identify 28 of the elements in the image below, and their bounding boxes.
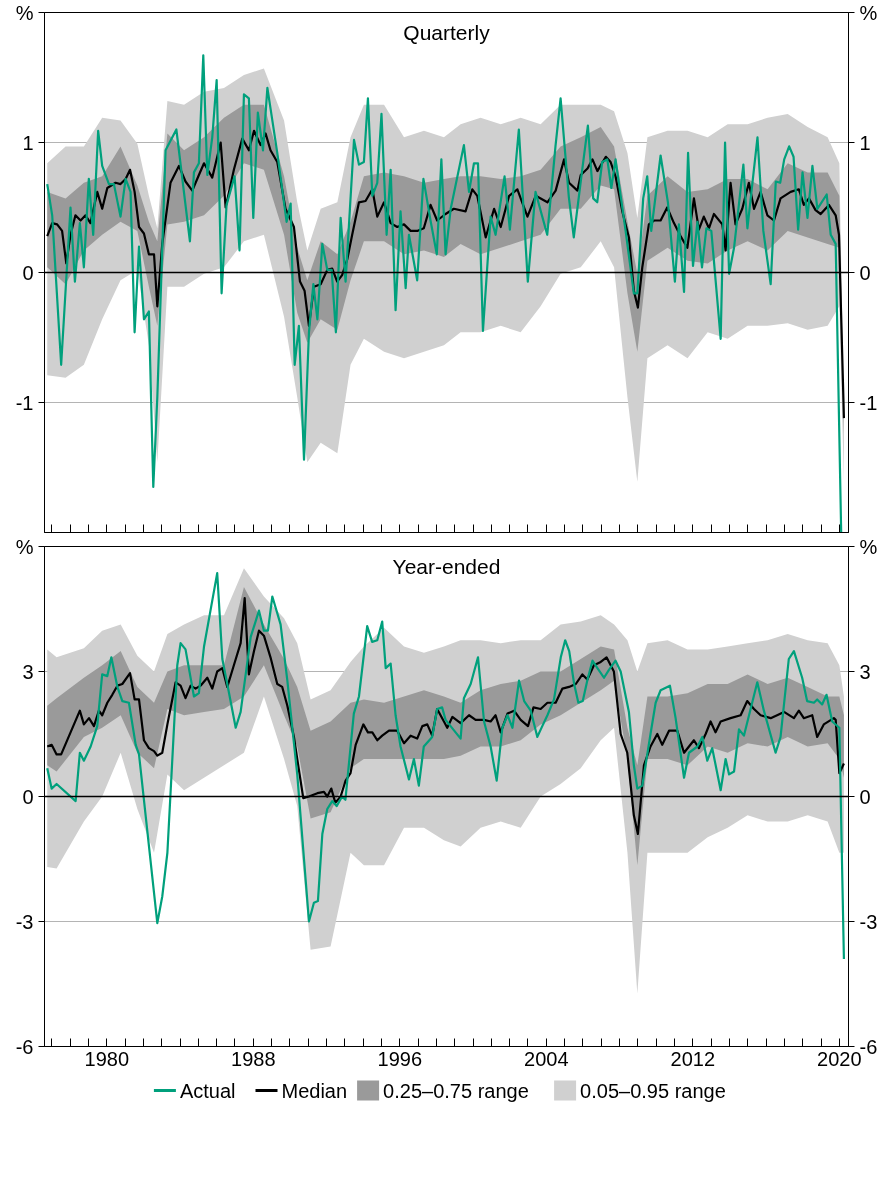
y2-tick-label: 0 <box>859 785 871 808</box>
y-tick-label: -6 <box>15 1035 34 1058</box>
x-tick-label: 2012 <box>670 1047 716 1070</box>
y2-tick-label: 0 <box>859 261 871 284</box>
y2-tick-label: 1 <box>859 131 871 154</box>
y-tick-label: -3 <box>15 910 34 933</box>
y-axis-title: % <box>15 535 34 558</box>
legend-label: Actual <box>179 1079 236 1102</box>
legend-label: Median <box>281 1079 348 1102</box>
y-tick-label: 0 <box>22 785 34 808</box>
legend-label: 0.25–0.75 range <box>383 1079 529 1102</box>
x-tick-label: 2004 <box>524 1047 569 1070</box>
y2-tick-label: -1 <box>859 391 878 414</box>
legend-label: 0.05–0.95 range <box>580 1079 726 1102</box>
y2-axis-title: % <box>859 1 878 24</box>
y-tick-label: -1 <box>15 391 34 414</box>
y-tick-label: 0 <box>22 261 34 284</box>
y-tick-label: 3 <box>22 660 34 683</box>
y2-axis-title: % <box>859 535 878 558</box>
y2-tick-label: 3 <box>859 660 871 683</box>
chart-title: Year-ended <box>392 554 501 578</box>
x-tick-label: 1988 <box>231 1047 276 1070</box>
chart-title: Quarterly <box>403 20 491 44</box>
y-tick-label: 1 <box>22 131 34 154</box>
x-tick-label: 1980 <box>84 1047 130 1070</box>
y2-tick-label: -3 <box>859 910 878 933</box>
x-tick-label: 1996 <box>377 1047 423 1070</box>
y-axis-title: % <box>15 1 34 24</box>
